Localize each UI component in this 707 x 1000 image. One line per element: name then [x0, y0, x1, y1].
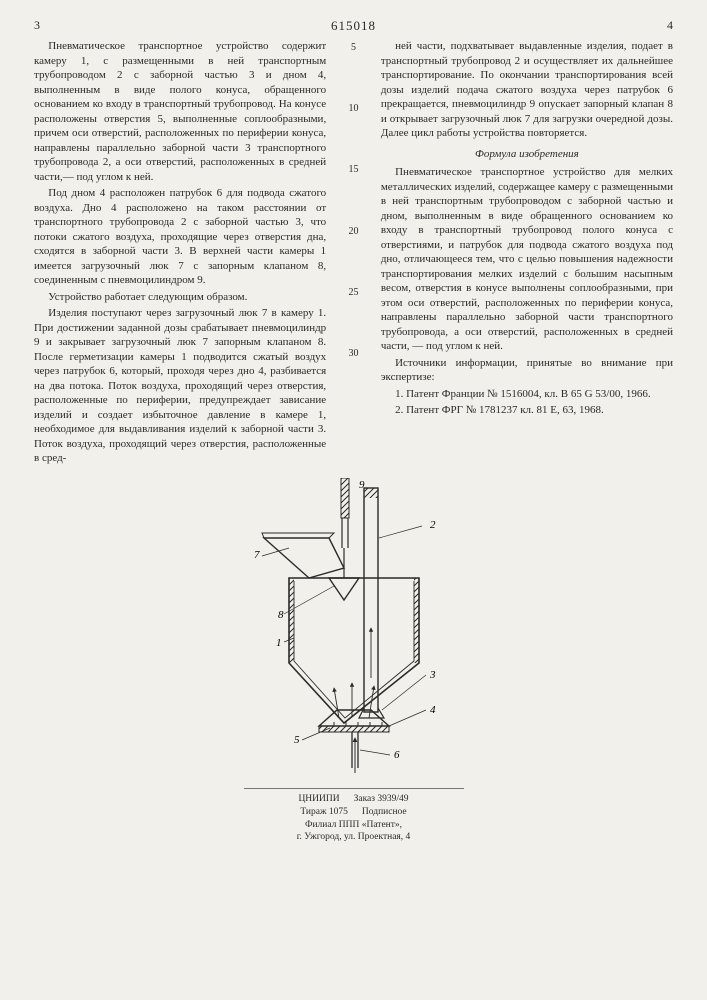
patent-figure: 2 7 8 1 3 4 5 6 9: [34, 478, 673, 778]
colophon: ЦНИИПИ Заказ 3939/49 Тираж 1075 Подписно…: [34, 788, 673, 844]
figure-label: 5: [294, 734, 300, 746]
patent-number: 615018: [331, 18, 376, 34]
right-column: ней части, подхватывает выдавленные изде…: [381, 39, 673, 468]
reference-item: 1. Патент Франции № 1516004, кл. B 65 G …: [381, 387, 673, 402]
body-paragraph: Устройство работает следующим образом.: [34, 290, 326, 305]
figure-label: 3: [429, 669, 436, 681]
references-heading: Источники информации, принятые во вниман…: [381, 356, 673, 385]
line-number: 25: [346, 286, 361, 299]
page-number-right: 4: [667, 18, 673, 33]
colophon-address: г. Ужгород, ул. Проектная, 4: [34, 831, 673, 844]
colophon-order: Заказ 3939/49: [354, 793, 409, 806]
colophon-filial: Филиал ППП «Патент»,: [34, 819, 673, 832]
formula-text: Пневматическое транспортное устройство д…: [381, 165, 673, 354]
colophon-tirazh: Тираж 1075: [300, 806, 348, 819]
line-number: 30: [346, 347, 361, 360]
line-number: 10: [346, 102, 361, 115]
device-diagram: 2 7 8 1 3 4 5 6 9: [234, 478, 474, 778]
figure-label: 4: [430, 704, 436, 716]
figure-label: 9: [359, 479, 365, 491]
figure-label: 8: [278, 609, 284, 621]
page-number-left: 3: [34, 18, 40, 33]
reference-item: 2. Патент ФРГ № 1781237 кл. 81 E, 63, 19…: [381, 403, 673, 418]
figure-label: 6: [394, 749, 400, 761]
body-paragraph: Пневматическое транспортное устройство с…: [34, 39, 326, 184]
body-paragraph: Под дном 4 расположен патрубок 6 для под…: [34, 186, 326, 288]
figure-label: 7: [254, 549, 260, 561]
line-number: 15: [346, 163, 361, 176]
line-number: 20: [346, 225, 361, 238]
body-paragraph: ней части, подхватывает выдавленные изде…: [381, 39, 673, 141]
figure-label: 1: [276, 637, 282, 649]
formula-heading: Формула изобретения: [381, 147, 673, 162]
line-number: 5: [346, 41, 361, 54]
colophon-podpisnoe: Подписное: [362, 806, 407, 819]
line-numbers: 5 10 15 20 25 30: [346, 39, 361, 468]
colophon-org: ЦНИИПИ: [298, 793, 339, 806]
left-column: Пневматическое транспортное устройство с…: [34, 39, 326, 468]
body-paragraph: Изделия поступают через загрузочный люк …: [34, 306, 326, 466]
figure-label: 2: [430, 519, 436, 531]
